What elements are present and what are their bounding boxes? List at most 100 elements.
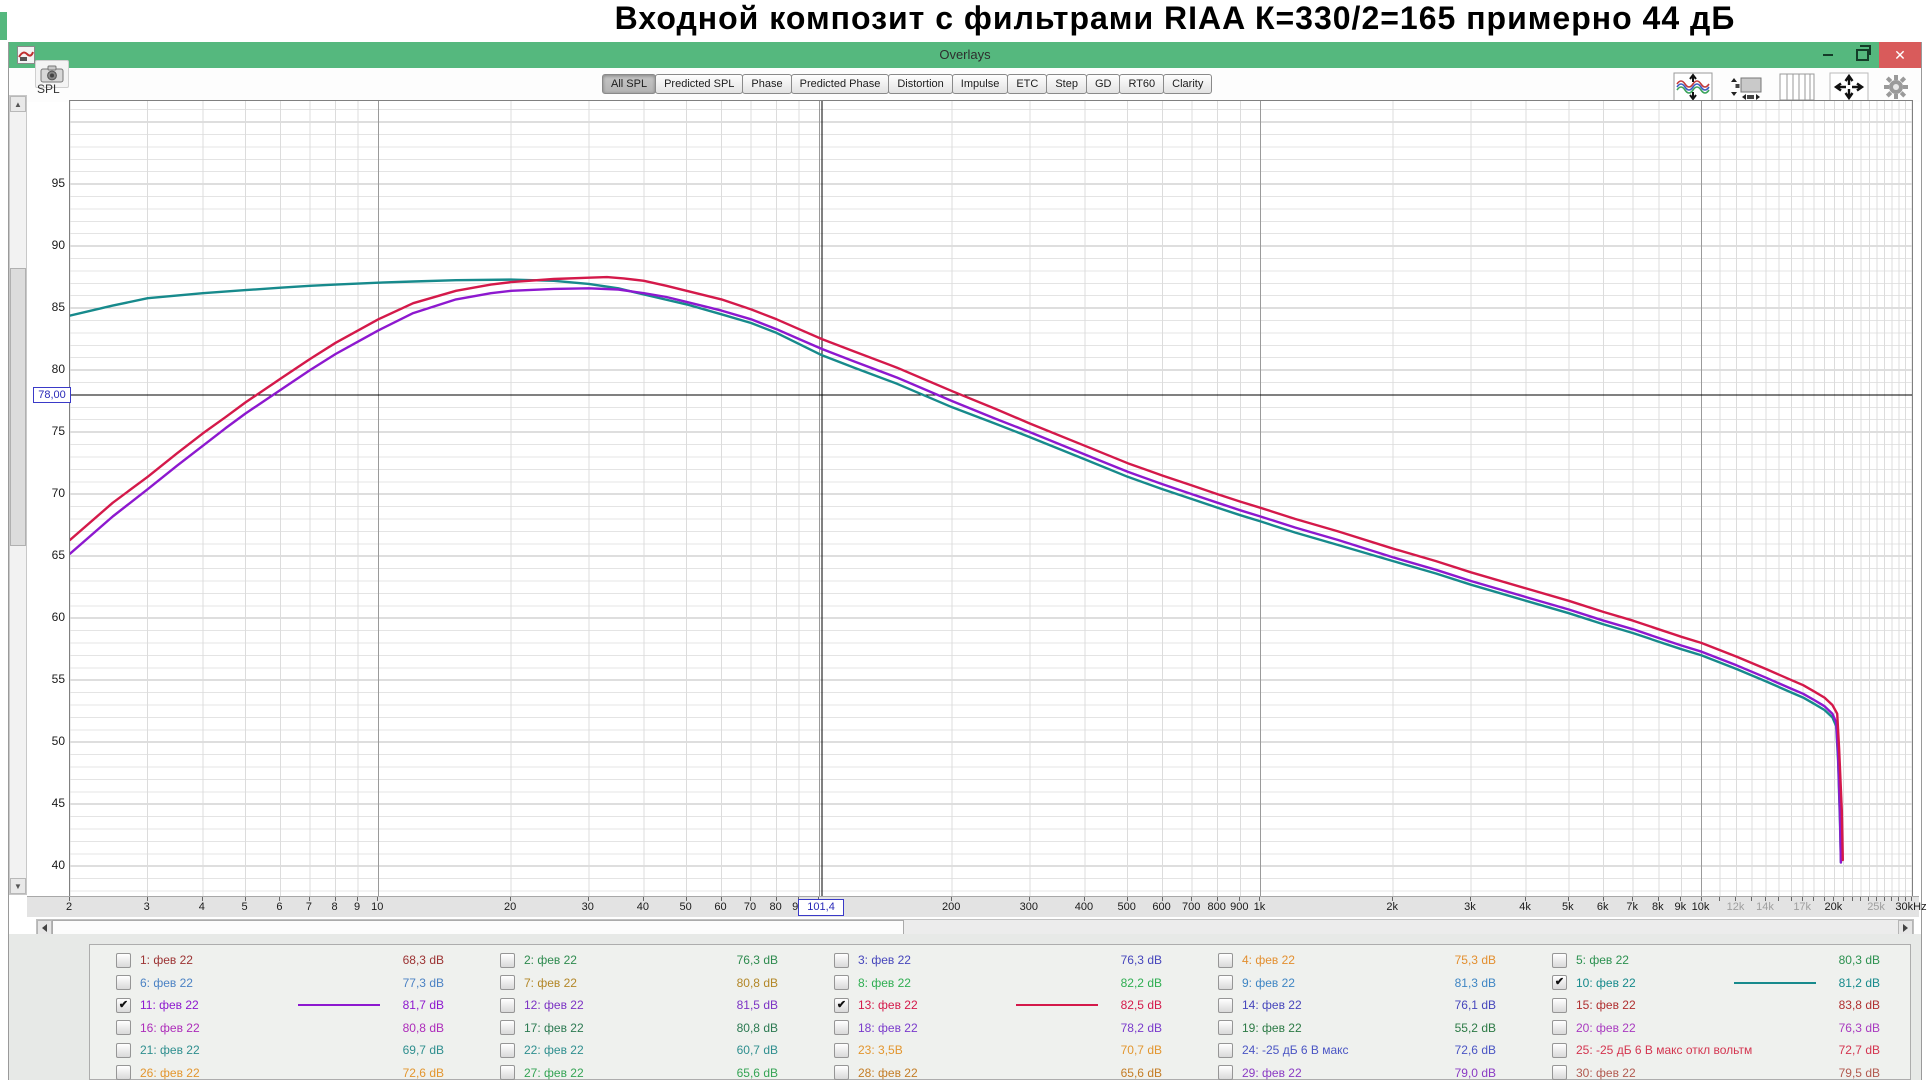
legend-label[interactable]: 11: фев 22 <box>140 998 199 1013</box>
scroll-right-arrow[interactable] <box>1898 920 1913 935</box>
legend-checkbox[interactable]: ✔ <box>834 997 849 1013</box>
legend-checkbox[interactable] <box>834 952 849 968</box>
legend-label[interactable]: 26: фев 22 <box>140 1065 200 1080</box>
legend-label[interactable]: 20: фев 22 <box>1576 1020 1636 1035</box>
legend-label[interactable]: 28: фев 22 <box>858 1065 918 1080</box>
tab-impulse[interactable]: Impulse <box>951 74 1009 94</box>
legend-checkbox[interactable] <box>834 1042 849 1058</box>
tab-phase[interactable]: Phase <box>742 74 792 94</box>
legend-item[interactable]: 24: -25 дБ 6 В макс 72,6 dB <box>1192 1039 1526 1062</box>
legend-checkbox[interactable] <box>1218 1042 1233 1058</box>
legend-checkbox[interactable] <box>1218 997 1233 1013</box>
tab-clarity[interactable]: Clarity <box>1163 74 1213 94</box>
tab-step[interactable]: Step <box>1046 74 1087 94</box>
tab-gd[interactable]: GD <box>1085 74 1121 94</box>
legend-label[interactable]: 12: фев 22 <box>524 998 584 1013</box>
spl-chart[interactable] <box>70 101 1912 896</box>
legend-item[interactable]: ✔ 11: фев 22 81,7 dB <box>90 994 474 1017</box>
legend-item[interactable]: 3: фев 22 76,3 dB <box>808 949 1192 972</box>
legend-checkbox[interactable] <box>834 1065 849 1080</box>
legend-label[interactable]: 7: фев 22 <box>524 975 577 990</box>
legend-checkbox[interactable] <box>500 975 515 991</box>
legend-label[interactable]: 13: фев 22 <box>858 998 918 1013</box>
plot-area[interactable] <box>69 100 1913 897</box>
pan-zoom-icon[interactable] <box>1727 72 1765 102</box>
legend-item[interactable]: 20: фев 22 76,3 dB <box>1526 1017 1910 1040</box>
legend-checkbox[interactable] <box>500 997 515 1013</box>
scroll-left-arrow[interactable] <box>37 920 52 935</box>
legend-checkbox[interactable] <box>1552 997 1567 1013</box>
legend-checkbox[interactable] <box>500 1020 515 1036</box>
legend-label[interactable]: 16: фев 22 <box>140 1020 200 1035</box>
legend-label[interactable]: 27: фев 22 <box>524 1065 584 1080</box>
legend-label[interactable]: 3: фев 22 <box>858 953 911 968</box>
legend-item[interactable]: 21: фев 22 69,7 dB <box>90 1039 474 1062</box>
legend-checkbox[interactable] <box>1552 1020 1567 1036</box>
overlay-traces-icon[interactable] <box>1673 72 1713 102</box>
legend-item[interactable]: 8: фев 22 82,2 dB <box>808 972 1192 995</box>
legend-item[interactable]: 7: фев 22 80,8 dB <box>474 972 808 995</box>
legend-item[interactable]: 23: 3,5В 70,7 dB <box>808 1039 1192 1062</box>
legend-label[interactable]: 29: фев 22 <box>1242 1065 1302 1080</box>
legend-label[interactable]: 23: 3,5В <box>858 1043 903 1058</box>
scroll-down-arrow[interactable]: ▼ <box>10 878 26 894</box>
legend-label[interactable]: 24: -25 дБ 6 В макс <box>1242 1043 1349 1058</box>
legend-checkbox[interactable] <box>1218 1020 1233 1036</box>
legend-checkbox[interactable] <box>116 1042 131 1058</box>
tab-distortion[interactable]: Distortion <box>888 74 953 94</box>
restore-button[interactable] <box>1847 42 1877 68</box>
legend-label[interactable]: 9: фев 22 <box>1242 975 1295 990</box>
legend-label[interactable]: 15: фев 22 <box>1576 998 1636 1013</box>
legend-item[interactable]: 18: фев 22 78,2 dB <box>808 1017 1192 1040</box>
legend-checkbox[interactable] <box>834 975 849 991</box>
legend-item[interactable]: 19: фев 22 55,2 dB <box>1192 1017 1526 1040</box>
legend-item[interactable]: 22: фев 22 60,7 dB <box>474 1039 808 1062</box>
legend-checkbox[interactable] <box>1552 1042 1567 1058</box>
legend-item[interactable]: ✔ 10: фев 22 81,2 dB <box>1526 972 1910 995</box>
legend-item[interactable]: 4: фев 22 75,3 dB <box>1192 949 1526 972</box>
legend-label[interactable]: 14: фев 22 <box>1242 998 1302 1013</box>
legend-checkbox[interactable] <box>116 975 131 991</box>
legend-label[interactable]: 6: фев 22 <box>140 975 193 990</box>
scroll-up-arrow[interactable]: ▲ <box>10 96 26 112</box>
legend-item[interactable]: 5: фев 22 80,3 dB <box>1526 949 1910 972</box>
legend-checkbox[interactable] <box>1552 1065 1567 1080</box>
minimize-button[interactable] <box>1813 42 1843 68</box>
legend-checkbox[interactable]: ✔ <box>116 997 131 1013</box>
legend-item[interactable]: 30: фев 22 79,5 dB <box>1526 1062 1910 1080</box>
legend-item[interactable]: 27: фев 22 65,6 dB <box>474 1062 808 1080</box>
legend-item[interactable]: ✔ 13: фев 22 82,5 dB <box>808 994 1192 1017</box>
tab-rt60[interactable]: RT60 <box>1119 74 1165 94</box>
legend-item[interactable]: 9: фев 22 81,3 dB <box>1192 972 1526 995</box>
vertical-scroll-thumb[interactable] <box>10 268 26 546</box>
legend-item[interactable]: 15: фев 22 83,8 dB <box>1526 994 1910 1017</box>
frequency-bands-icon[interactable] <box>1779 72 1815 102</box>
legend-item[interactable]: 28: фев 22 65,6 dB <box>808 1062 1192 1080</box>
legend-checkbox[interactable] <box>500 1042 515 1058</box>
legend-checkbox[interactable] <box>500 952 515 968</box>
legend-checkbox[interactable] <box>1218 1065 1233 1080</box>
legend-checkbox[interactable] <box>834 1020 849 1036</box>
legend-label[interactable]: 4: фев 22 <box>1242 953 1295 968</box>
legend-item[interactable]: 17: фев 22 80,8 dB <box>474 1017 808 1040</box>
legend-label[interactable]: 1: фев 22 <box>140 953 193 968</box>
settings-gear-icon[interactable] <box>1883 74 1909 100</box>
move-axes-icon[interactable] <box>1829 72 1869 102</box>
legend-label[interactable]: 22: фев 22 <box>524 1043 584 1058</box>
legend-label[interactable]: 8: фев 22 <box>858 975 911 990</box>
window-titlebar[interactable]: Overlays ✕ <box>9 42 1921 68</box>
legend-checkbox[interactable] <box>1218 952 1233 968</box>
legend-label[interactable]: 2: фев 22 <box>524 953 577 968</box>
legend-item[interactable]: 2: фев 22 76,3 dB <box>474 949 808 972</box>
legend-checkbox[interactable] <box>116 1065 131 1080</box>
capture-graph-button[interactable] <box>35 60 69 88</box>
tab-predicted-spl[interactable]: Predicted SPL <box>655 74 744 94</box>
legend-checkbox[interactable] <box>116 1020 131 1036</box>
tab-etc[interactable]: ETC <box>1007 74 1048 94</box>
legend-item[interactable]: 16: фев 22 80,8 dB <box>90 1017 474 1040</box>
legend-item[interactable]: 6: фев 22 77,3 dB <box>90 972 474 995</box>
legend-item[interactable]: 26: фев 22 72,6 dB <box>90 1062 474 1080</box>
tab-all-spl[interactable]: All SPL <box>602 74 657 94</box>
legend-checkbox[interactable] <box>1218 975 1233 991</box>
legend-label[interactable]: 5: фев 22 <box>1576 953 1629 968</box>
